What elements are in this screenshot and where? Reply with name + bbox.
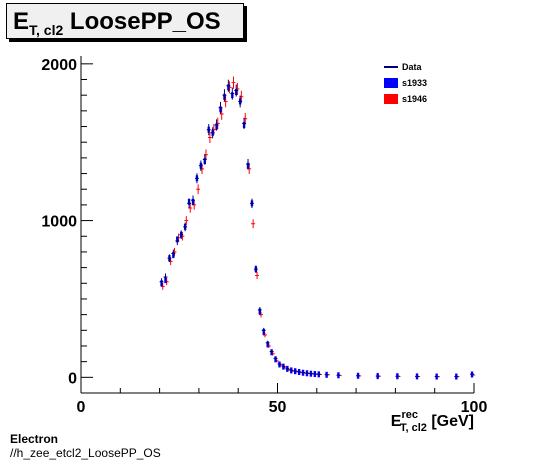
data-point [246, 158, 250, 170]
data-point [202, 154, 207, 165]
legend-swatch-s1933 [384, 78, 398, 88]
footer-line1: Electron [10, 432, 59, 446]
data-point [194, 173, 199, 184]
data-point [261, 327, 266, 333]
data-point [336, 374, 341, 376]
data-point [308, 372, 313, 375]
data-point [191, 195, 195, 205]
data-point [301, 371, 306, 374]
data-point [249, 198, 254, 209]
data-point [356, 375, 361, 377]
data-point [285, 367, 290, 370]
data-point [242, 117, 247, 130]
s1946-point [207, 131, 212, 144]
data-point [454, 376, 459, 378]
data-point [234, 84, 239, 97]
y-tick-label: 1000 [41, 214, 77, 231]
data-point [415, 375, 419, 377]
axes [80, 56, 474, 394]
data-point [230, 87, 235, 100]
s1946-point [196, 184, 201, 195]
title-subscript: T, cl2 [29, 22, 64, 38]
data-point [257, 307, 262, 313]
title-main: E [13, 8, 30, 35]
data-point [198, 160, 203, 171]
x-tick-label: 50 [269, 399, 287, 416]
data-point [206, 124, 211, 136]
data-points [159, 76, 476, 380]
data-point [159, 278, 164, 286]
x-tick-label: 100 [461, 399, 488, 416]
legend-label-s1946: s1946 [402, 94, 427, 104]
title-rest: LoosePP_OS [63, 8, 221, 35]
legend-swatch-s1946 [384, 94, 398, 104]
data-point [210, 127, 215, 139]
data-point [238, 95, 243, 108]
data-point [269, 349, 274, 354]
data-point [395, 375, 400, 377]
data-point [179, 230, 184, 239]
s1946-point [184, 216, 189, 226]
legend-label-data: Data [402, 62, 423, 72]
footer: Electron //h_zee_etcl2_LoosePP_OS [10, 432, 161, 460]
s1946-point [188, 203, 193, 213]
data-point [434, 376, 439, 378]
data-point [273, 356, 278, 361]
data-point [214, 119, 219, 131]
data-point [470, 373, 474, 375]
data-point [324, 374, 329, 376]
data-point [171, 249, 176, 258]
data-point [375, 375, 380, 377]
data-point [218, 101, 223, 114]
data-point [187, 198, 192, 209]
data-point [265, 340, 270, 345]
data-point [281, 365, 286, 368]
legend-label-s1933: s1933 [402, 78, 427, 88]
s1946-point [251, 219, 256, 229]
data-point [167, 254, 172, 263]
x-tick-label: 0 [77, 399, 86, 416]
s1946-point [231, 76, 236, 89]
data-point [163, 273, 168, 281]
data-point [293, 370, 298, 372]
s1946-point [255, 271, 260, 280]
data-point [183, 222, 188, 232]
data-point [175, 236, 180, 246]
data-point [277, 362, 282, 366]
data-point [316, 373, 321, 375]
data-point [312, 373, 317, 375]
legend: Data s1933 s1946 [384, 62, 427, 104]
y-tick-label: 2000 [41, 57, 77, 74]
data-point [305, 372, 309, 374]
data-point [297, 371, 302, 373]
y-tick-label: 0 [68, 370, 77, 387]
data-point [253, 265, 258, 273]
data-point [226, 79, 231, 92]
data-point [222, 89, 227, 102]
data-point [289, 369, 294, 372]
footer-line2: //h_zee_etcl2_LoosePP_OS [10, 446, 161, 460]
histogram-title: ET, cl2 LoosePP_OS [6, 3, 244, 39]
x-axis-label: Erec T, cl2 [GeV] [391, 409, 474, 434]
